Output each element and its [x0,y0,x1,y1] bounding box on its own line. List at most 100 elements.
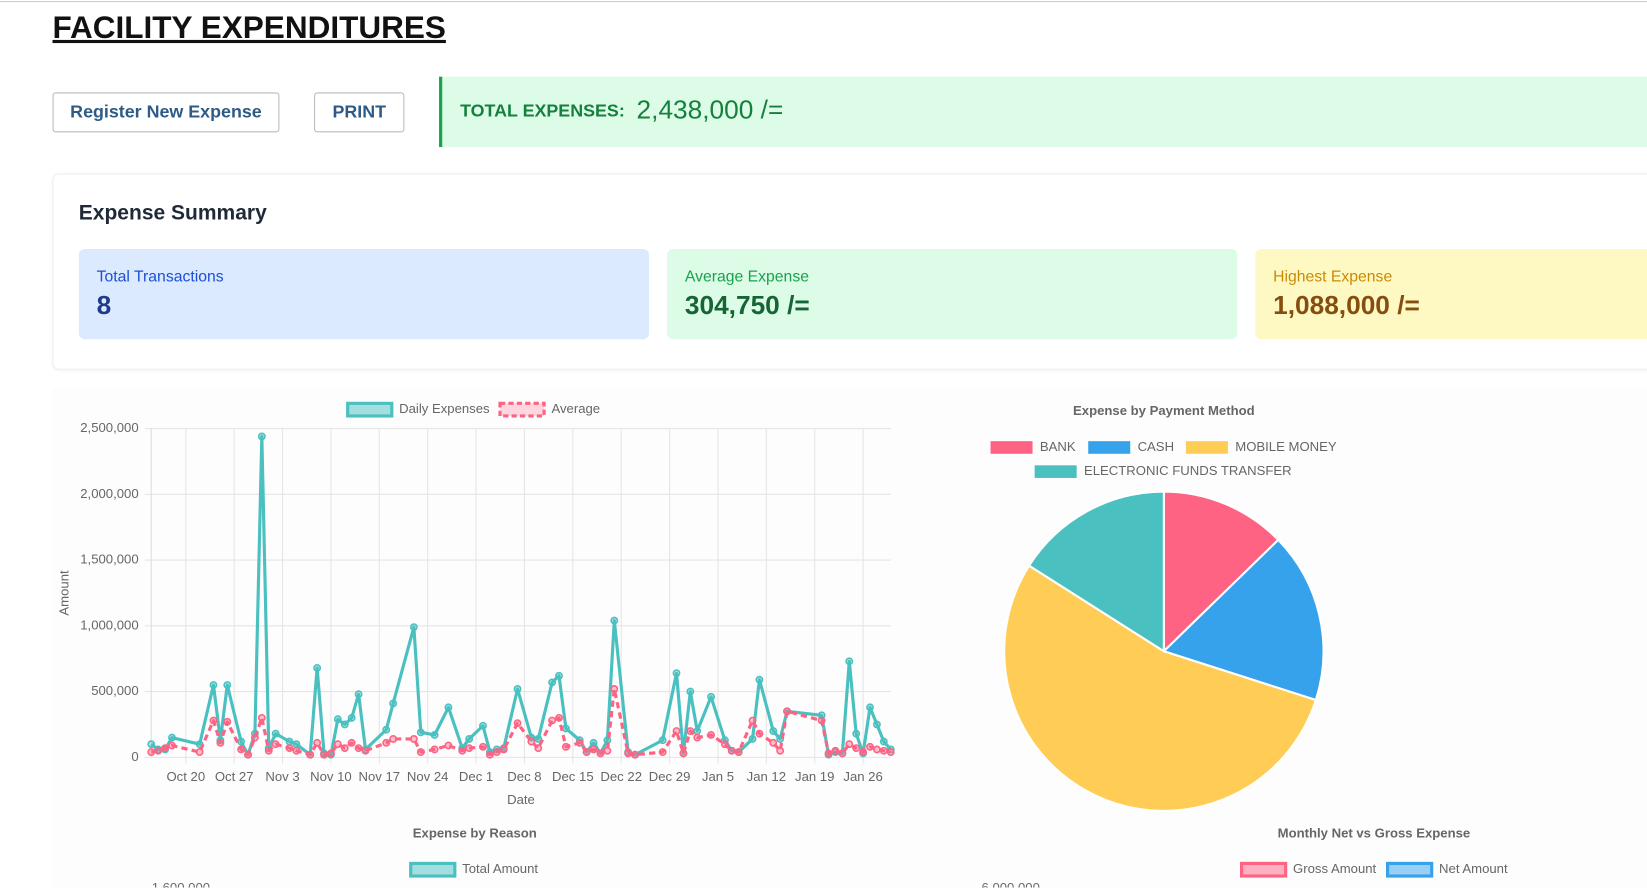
legend-swatch [1034,465,1077,478]
data-point [147,748,156,757]
data-point [693,727,702,735]
pie-slice [1003,564,1318,812]
summary-card: Average Expense 304,750 /= [667,248,1238,340]
data-point [872,720,881,729]
data-point [347,713,356,722]
data-point [492,748,501,757]
data-point [313,663,322,672]
legend-swatch [990,441,1033,454]
pie-slice [1027,490,1165,654]
data-point [831,746,840,755]
data-point [693,733,702,742]
data-point [257,432,266,441]
data-point [244,750,252,759]
data-point [168,733,176,742]
x-tick-label: Jan 12 [747,769,786,784]
print-button[interactable]: PRINT [314,92,405,133]
data-point [430,745,439,754]
data-point [250,733,259,742]
data-point [264,746,273,755]
data-point [582,748,591,757]
data-point [223,681,232,689]
data-point [430,731,439,739]
data-point [561,742,570,751]
data-point [589,745,598,754]
card-value: 8 [96,290,112,321]
data-point [859,748,868,757]
charts-area [52,388,1647,888]
legend-swatch [1386,861,1434,878]
data-point [257,713,266,722]
data-point [845,657,854,666]
data-point [271,729,280,738]
page-title: FACILITY EXPENDITURES [52,10,446,46]
data-point [734,748,743,757]
chart-title: Expense by Payment Method [1073,403,1255,418]
data-point [817,711,826,720]
card-value: 1,088,000 /= [1273,290,1420,321]
data-point [776,746,785,755]
data-point [465,734,474,743]
data-point [686,727,695,735]
register-button[interactable]: Register New Expense [52,92,280,133]
total-value: 2,438,000 /= [636,95,784,125]
data-point [872,745,881,754]
y-tick-label: 1,500,000 [80,552,138,567]
data-point [679,749,688,758]
data-point [409,734,418,743]
legend-label: Gross Amount [1293,861,1377,876]
legend-swatch [498,401,546,418]
data-point [513,685,522,693]
x-tick-label: Jan 19 [795,769,834,784]
data-point [333,715,342,724]
data-point [389,734,398,743]
data-point [347,738,356,747]
data-point [271,740,280,749]
data-point [555,713,563,722]
data-point [361,746,370,755]
data-point [624,749,633,758]
x-tick-label: Dec 29 [649,769,691,784]
data-point [769,727,778,735]
summary-card: Total Transactions 8 [78,248,650,340]
x-axis-title: Date [507,792,535,807]
data-point [340,744,349,753]
data-point [216,738,225,747]
data-point [866,703,874,712]
total-banner: TOTAL EXPENSES: 2,438,000 /= [439,76,1647,148]
data-point [866,742,874,751]
card-label: Highest Expense [1273,267,1393,286]
data-point [154,746,163,755]
data-point [845,740,854,749]
data-point [555,671,563,680]
data-point [409,623,418,632]
data-point [354,744,363,753]
data-point [485,750,494,759]
x-tick-label: Oct 27 [215,769,254,784]
data-point [603,746,612,755]
chart-title: Monthly Net vs Gross Expense [1278,825,1471,840]
x-tick-label: Dec 8 [507,769,541,784]
data-point [748,734,757,743]
data-point [327,749,335,758]
chart-title: Expense by Reason [413,825,537,840]
data-point [707,731,715,739]
legend-swatch [1088,441,1131,454]
legend-swatch [1239,861,1288,878]
y-tick-label: 1,600,000 [152,880,210,887]
y-tick-label: 500,000 [91,683,138,698]
data-point [534,744,543,753]
legend-swatch [409,861,457,878]
data-point [499,745,508,754]
legend-swatch [346,401,394,418]
x-tick-label: Nov 24 [407,769,449,784]
data-point [852,744,861,753]
data-point [534,734,543,743]
legend-label: Net Amount [1439,861,1508,876]
x-tick-label: Nov 3 [265,769,299,784]
data-point [631,750,639,759]
y-tick-label: 0 [131,749,138,764]
data-point [727,746,736,755]
